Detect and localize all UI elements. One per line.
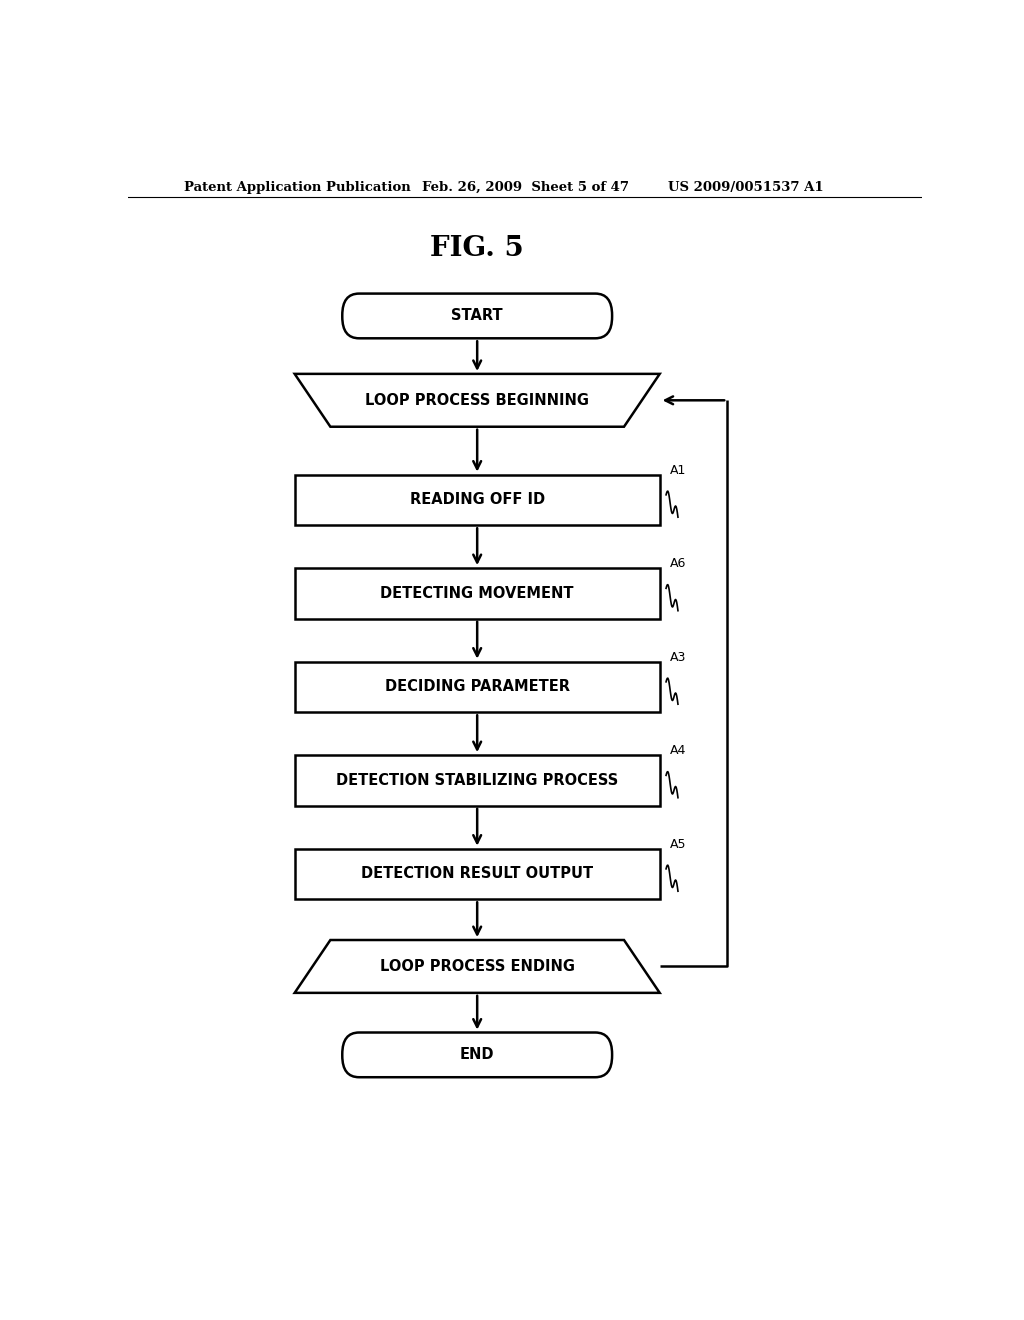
Polygon shape [295,940,659,993]
Text: A1: A1 [670,463,686,477]
Text: A4: A4 [670,744,686,758]
Text: Feb. 26, 2009  Sheet 5 of 47: Feb. 26, 2009 Sheet 5 of 47 [422,181,629,194]
Bar [295,661,659,713]
Text: A6: A6 [670,557,686,570]
Text: LOOP PROCESS BEGINNING: LOOP PROCESS BEGINNING [366,393,589,408]
Text: US 2009/0051537 A1: US 2009/0051537 A1 [668,181,823,194]
FancyBboxPatch shape [342,293,612,338]
Text: DECIDING PARAMETER: DECIDING PARAMETER [385,680,569,694]
Text: Patent Application Publication: Patent Application Publication [183,181,411,194]
Text: DETECTION RESULT OUTPUT: DETECTION RESULT OUTPUT [361,866,593,882]
Text: DETECTION STABILIZING PROCESS: DETECTION STABILIZING PROCESS [336,774,618,788]
Bar [295,849,659,899]
Bar [295,755,659,805]
Bar [295,568,659,619]
Text: START: START [452,309,503,323]
Text: A3: A3 [670,651,686,664]
FancyBboxPatch shape [342,1032,612,1077]
Text: A5: A5 [670,838,686,850]
Text: READING OFF ID: READING OFF ID [410,492,545,507]
Polygon shape [295,374,659,426]
Text: END: END [460,1047,495,1063]
Bar [295,474,659,525]
Text: LOOP PROCESS ENDING: LOOP PROCESS ENDING [380,958,574,974]
Text: FIG. 5: FIG. 5 [430,235,524,261]
Text: DETECTING MOVEMENT: DETECTING MOVEMENT [381,586,573,601]
